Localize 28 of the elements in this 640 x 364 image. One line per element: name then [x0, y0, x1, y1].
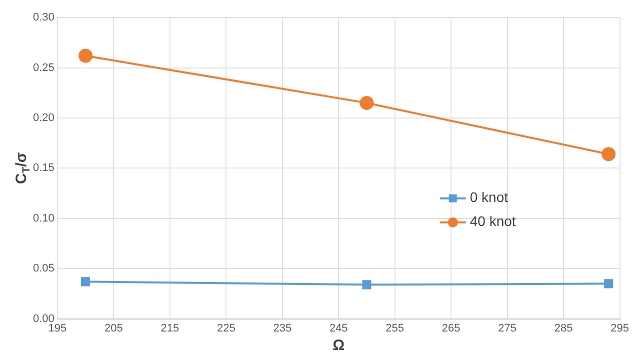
point: [78, 48, 93, 63]
x-tick-label: 255: [386, 322, 404, 334]
y-tick-label: 0.10: [32, 212, 54, 224]
x-tick-label: 205: [104, 322, 123, 334]
x-tick-label: 195: [48, 322, 67, 334]
y-tick-label: 0.05: [32, 262, 54, 275]
x-tick-label: 265: [442, 322, 460, 334]
x-tick-label: 285: [554, 322, 573, 334]
y-tick-label: 0.20: [32, 112, 54, 124]
point: [362, 280, 372, 290]
x-tick-label: 295: [610, 322, 630, 334]
x-tick-label: 225: [216, 322, 236, 334]
point: [360, 96, 374, 110]
x-tick-label: 275: [498, 322, 517, 334]
point: [604, 279, 614, 288]
point: [80, 277, 90, 286]
y-tick-label: 0.30: [32, 12, 54, 24]
legend-label: 0 knot: [470, 189, 508, 206]
legend-label: 40 knot: [470, 213, 516, 230]
x-axis-title: Ω: [332, 337, 345, 354]
x-tick-label: 235: [273, 322, 292, 334]
point: [602, 147, 616, 162]
x-tick-label: 215: [160, 322, 180, 334]
y-tick-label: 0.00: [32, 312, 54, 325]
y-tick-label: 0.25: [32, 62, 54, 74]
y-tick-label: 0.15: [32, 162, 54, 174]
x-tick-label: 245: [329, 322, 348, 334]
y-axis-title: CT/σ: [13, 152, 32, 184]
